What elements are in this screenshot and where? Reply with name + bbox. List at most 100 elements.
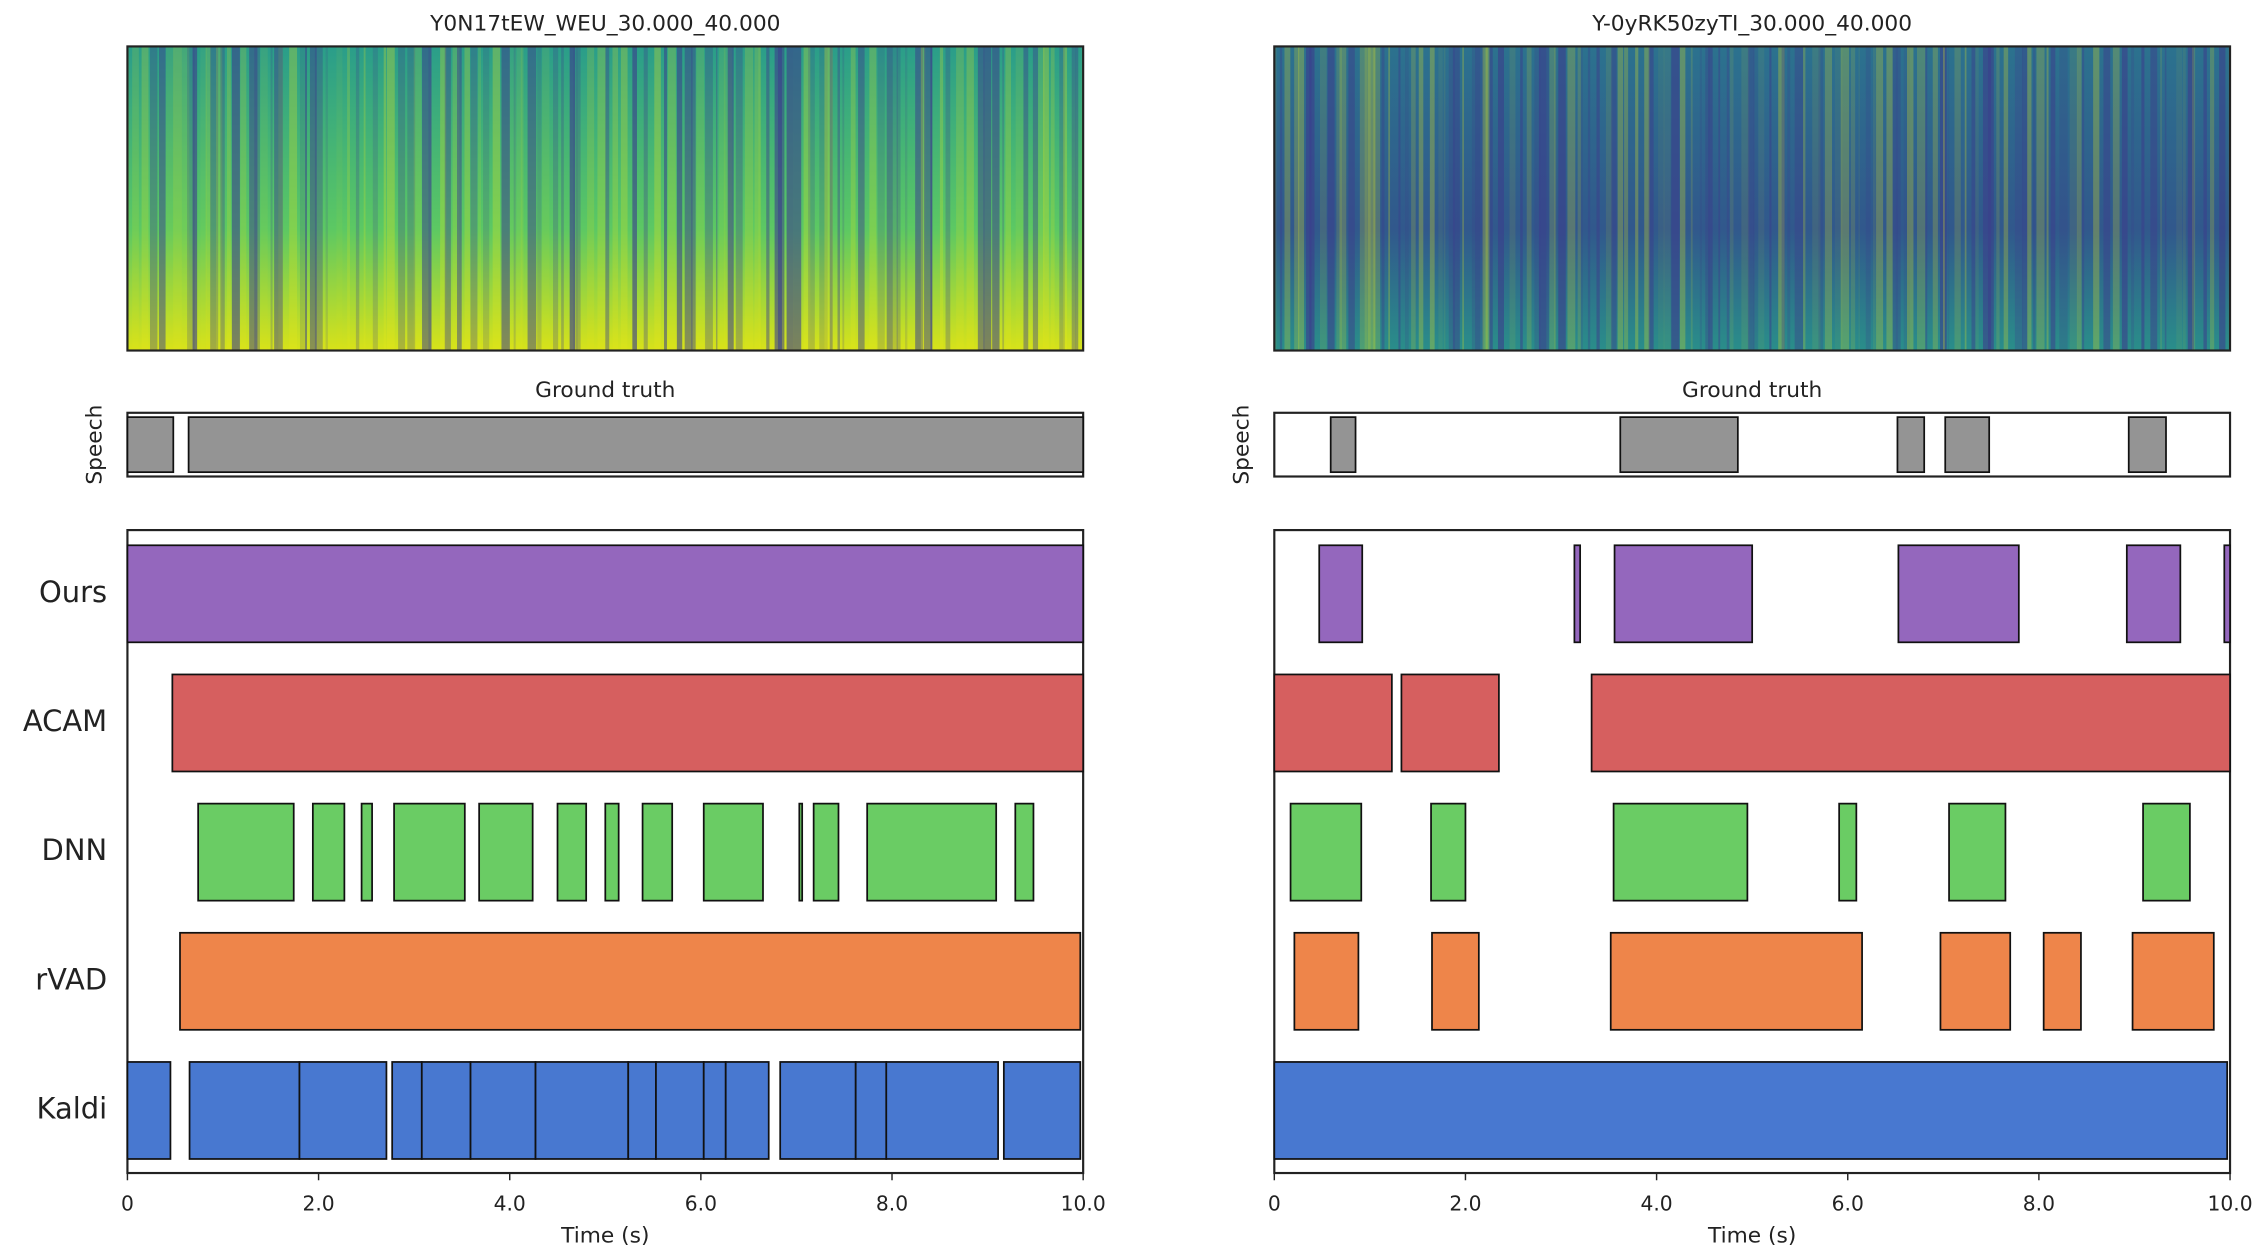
spectrogram-stripe [470,46,478,351]
spectrogram-stripe [478,46,482,351]
spectrogram-stripe [632,46,637,351]
segment [2125,544,2182,644]
spectrogram-stripe [1071,46,1076,351]
spectrogram-stripe [569,46,576,351]
spectrogram-stripe [1903,46,1911,351]
spectrogram-stripe [1339,46,1347,351]
spectrogram-stripe [1741,46,1750,351]
spectrogram-stripe [2082,46,2085,351]
spectrogram [1274,46,2231,351]
spectrogram-stripe [444,46,451,351]
spectrogram-stripe [305,46,308,351]
spectrogram-stripe [643,46,648,351]
spectrogram-stripe [1964,46,1967,351]
spectrogram-stripe [2069,46,2078,351]
spectrogram-stripe [1587,46,1591,351]
spectrogram-stripe [2036,46,2045,351]
spectrogram-stripe [220,46,225,351]
x-tick-label: 4.0 [494,1191,526,1215]
spectrogram-stripe [744,46,754,351]
spectrogram-stripe [676,46,683,351]
spectrogram-stripe [1987,46,1994,351]
spectrogram-stripe [192,46,198,351]
spectrogram-stripe [793,46,802,351]
spectrogram-stripe [869,46,877,351]
x-tick-label: 2.0 [302,1191,334,1215]
spectrogram-stripe [1411,46,1416,351]
spectrogram-stripe [1475,46,1484,351]
segment [469,1061,537,1160]
spectrogram-stripe [1781,46,1785,351]
chart-title: Y0N17tEW_WEU_30.000_40.000 [429,12,780,37]
spectrogram-stripe [1364,46,1371,351]
spectrogram-stripe [587,46,595,351]
spectrogram-stripe [1940,46,1947,351]
spectrogram-stripe [141,46,149,351]
spectrogram-stripe [492,46,501,351]
segment [885,1061,999,1160]
spectrogram-stripe [2046,46,2049,351]
spectrogram-stripe [516,46,523,351]
spectrogram-stripe [2022,46,2028,351]
spectrogram-stripe [612,46,619,351]
x-tick-label: 8.0 [876,1191,908,1215]
segment [1318,544,1364,644]
segment [702,802,764,902]
spectrogram-stripe [837,46,840,351]
spectrogram-stripe [705,46,713,351]
segment [1273,673,1393,773]
spectrogram-stripe [457,46,462,351]
spectrogram-stripe [1580,46,1583,351]
spectrogram-stripe [930,46,933,351]
spectrogram-stripe [1895,46,1898,351]
spectrogram-stripe [1509,46,1516,351]
segment [360,802,373,902]
method-label: Ours [39,575,107,609]
spectrogram-stripe [1348,46,1355,351]
segment [1838,802,1858,902]
spectrogram-stripe [509,46,517,351]
spectrogram-stripe [1671,46,1680,351]
segment [393,802,466,902]
spectrogram-stripe [2203,46,2207,351]
segment [724,1061,770,1160]
spectrogram-stripe [1050,46,1055,351]
spectrogram-stripe [715,46,718,351]
spectrogram-stripe [1648,46,1654,351]
spectrogram-stripe [2176,46,2183,351]
spectrogram-stripe [1059,46,1065,351]
spectrogram-stripe [597,46,606,351]
spectrogram-stripe [1359,46,1368,351]
spectrogram-stripe [1485,46,1488,351]
spectrogram-stripe [1298,46,1305,351]
spectrogram-stripe [1489,46,1493,351]
spectrogram-stripe [1373,46,1381,351]
segment [179,931,1082,1031]
spectrogram-stripe [260,46,268,351]
spectrogram-stripe [1596,46,1600,351]
spectrogram-stripe [620,46,628,351]
spectrogram-stripe [1558,46,1566,351]
ground-truth-ylabel: Speech [83,405,108,485]
spectrogram-stripe [1971,46,1976,351]
spectrogram-stripe [1398,46,1401,351]
segment [311,802,346,902]
x-tick-label: 0 [1268,1191,1281,1215]
spectrogram-stripe [299,46,307,351]
segment [126,1061,172,1160]
spectrogram-stripe [684,46,693,351]
spectrogram-stripe [1996,46,2000,351]
segment [604,802,620,902]
x-axis-label: Time (s) [1707,1224,1796,1249]
segment [171,673,1085,773]
spectrogram-stripe [166,46,175,351]
ground-truth-ylabel: Speech [1229,405,1254,485]
spectrogram-stripe [1886,46,1893,351]
spectrogram-stripe [691,46,696,351]
spectrogram-stripe [1546,46,1549,351]
spectrogram-stripe [915,46,923,351]
spectrogram-stripe [1309,46,1312,351]
spectrogram-stripe [542,46,550,351]
spectrogram-stripe [1617,46,1624,351]
spectrogram-stripe [336,46,343,351]
